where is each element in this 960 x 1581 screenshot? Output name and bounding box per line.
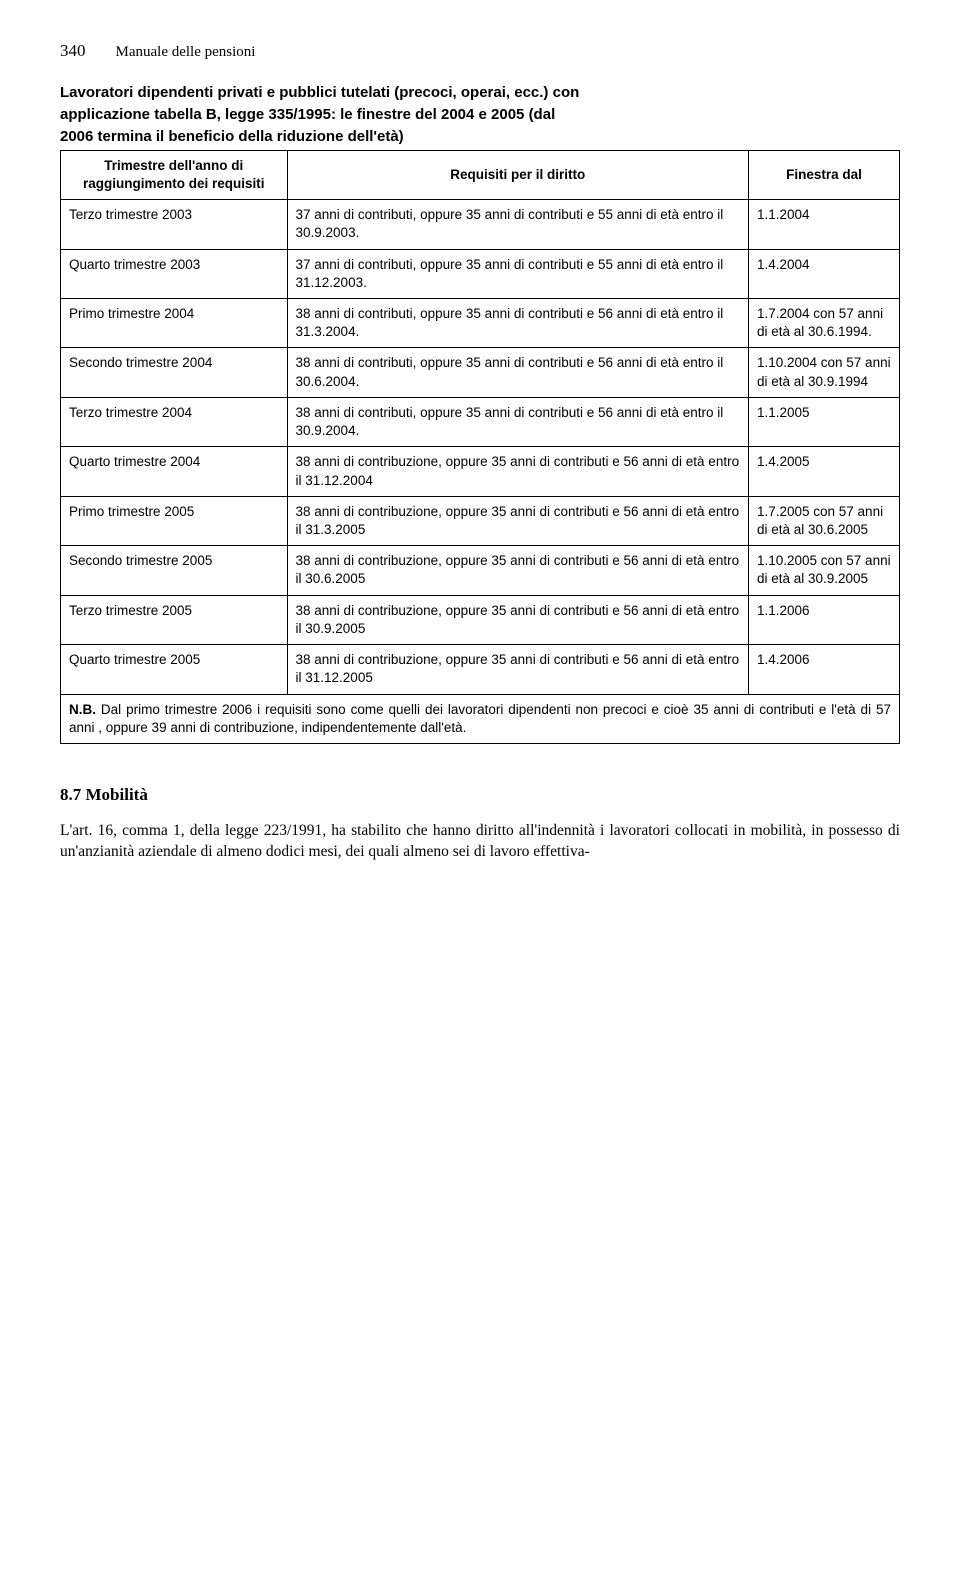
table-cell: 37 anni di contributi, oppure 35 anni di… <box>287 249 748 298</box>
table-row: Primo trimestre 200538 anni di contribuz… <box>61 496 900 545</box>
table-row: Quarto trimestre 200538 anni di contribu… <box>61 645 900 694</box>
table-cell: Secondo trimestre 2004 <box>61 348 288 397</box>
table-cell: 1.4.2006 <box>748 645 899 694</box>
table-row: Terzo trimestre 200337 anni di contribut… <box>61 200 900 249</box>
table-cell: Quarto trimestre 2003 <box>61 249 288 298</box>
table-cell: 38 anni di contributi, oppure 35 anni di… <box>287 397 748 446</box>
section-title: 8.7 Mobilità <box>60 784 900 807</box>
table-title-line2: applicazione tabella B, legge 335/1995: … <box>60 105 900 125</box>
table-cell: Quarto trimestre 2005 <box>61 645 288 694</box>
table-row: Secondo trimestre 200538 anni di contrib… <box>61 546 900 595</box>
note-label: N.B. <box>69 702 96 717</box>
table-cell: Primo trimestre 2005 <box>61 496 288 545</box>
page-number: 340 <box>60 40 86 63</box>
table-row: Terzo trimestre 200438 anni di contribut… <box>61 397 900 446</box>
table-cell: 38 anni di contributi, oppure 35 anni di… <box>287 299 748 348</box>
table-cell: Terzo trimestre 2004 <box>61 397 288 446</box>
section-body: L'art. 16, comma 1, della legge 223/1991… <box>60 821 900 863</box>
table-cell: 1.10.2005 con 57 anni di età al 30.9.200… <box>748 546 899 595</box>
table-cell: 1.10.2004 con 57 anni di età al 30.9.199… <box>748 348 899 397</box>
table-cell: Primo trimestre 2004 <box>61 299 288 348</box>
table-cell: 1.4.2004 <box>748 249 899 298</box>
table-row: Primo trimestre 200438 anni di contribut… <box>61 299 900 348</box>
table-cell: 38 anni di contribuzione, oppure 35 anni… <box>287 447 748 496</box>
requisites-table: Trimestre dell'anno di raggiungimento de… <box>60 150 900 695</box>
table-cell: 38 anni di contributi, oppure 35 anni di… <box>287 348 748 397</box>
table-row: Quarto trimestre 200438 anni di contribu… <box>61 447 900 496</box>
table-cell: 38 anni di contribuzione, oppure 35 anni… <box>287 496 748 545</box>
table-row: Terzo trimestre 200538 anni di contribuz… <box>61 595 900 644</box>
table-note: N.B. Dal primo trimestre 2006 i requisit… <box>60 695 900 744</box>
table-row: Secondo trimestre 200438 anni di contrib… <box>61 348 900 397</box>
col-header-trimestre: Trimestre dell'anno di raggiungimento de… <box>61 150 288 199</box>
table-header-row: Trimestre dell'anno di raggiungimento de… <box>61 150 900 199</box>
table-cell: 38 anni di contribuzione, oppure 35 anni… <box>287 595 748 644</box>
table-cell: Quarto trimestre 2004 <box>61 447 288 496</box>
table-cell: 38 anni di contribuzione, oppure 35 anni… <box>287 645 748 694</box>
col-header-finestra: Finestra dal <box>748 150 899 199</box>
table-title-line1: Lavoratori dipendenti privati e pubblici… <box>60 83 900 103</box>
table-cell: Terzo trimestre 2005 <box>61 595 288 644</box>
table-cell: 1.1.2005 <box>748 397 899 446</box>
page-header: 340 Manuale delle pensioni <box>60 40 900 63</box>
table-cell: 1.4.2005 <box>748 447 899 496</box>
table-cell: 1.7.2005 con 57 anni di età al 30.6.2005 <box>748 496 899 545</box>
col-header-requisiti: Requisiti per il diritto <box>287 150 748 199</box>
table-title-line3: 2006 termina il beneficio della riduzion… <box>60 127 900 147</box>
note-text: Dal primo trimestre 2006 i requisiti son… <box>69 702 891 735</box>
table-title: Lavoratori dipendenti privati e pubblici… <box>60 83 900 148</box>
table-cell: 1.1.2006 <box>748 595 899 644</box>
header-running-title: Manuale delle pensioni <box>116 42 256 62</box>
table-cell: 37 anni di contributi, oppure 35 anni di… <box>287 200 748 249</box>
table-cell: 38 anni di contribuzione, oppure 35 anni… <box>287 546 748 595</box>
table-cell: Secondo trimestre 2005 <box>61 546 288 595</box>
table-row: Quarto trimestre 200337 anni di contribu… <box>61 249 900 298</box>
table-cell: 1.1.2004 <box>748 200 899 249</box>
table-cell: Terzo trimestre 2003 <box>61 200 288 249</box>
table-cell: 1.7.2004 con 57 anni di età al 30.6.1994… <box>748 299 899 348</box>
